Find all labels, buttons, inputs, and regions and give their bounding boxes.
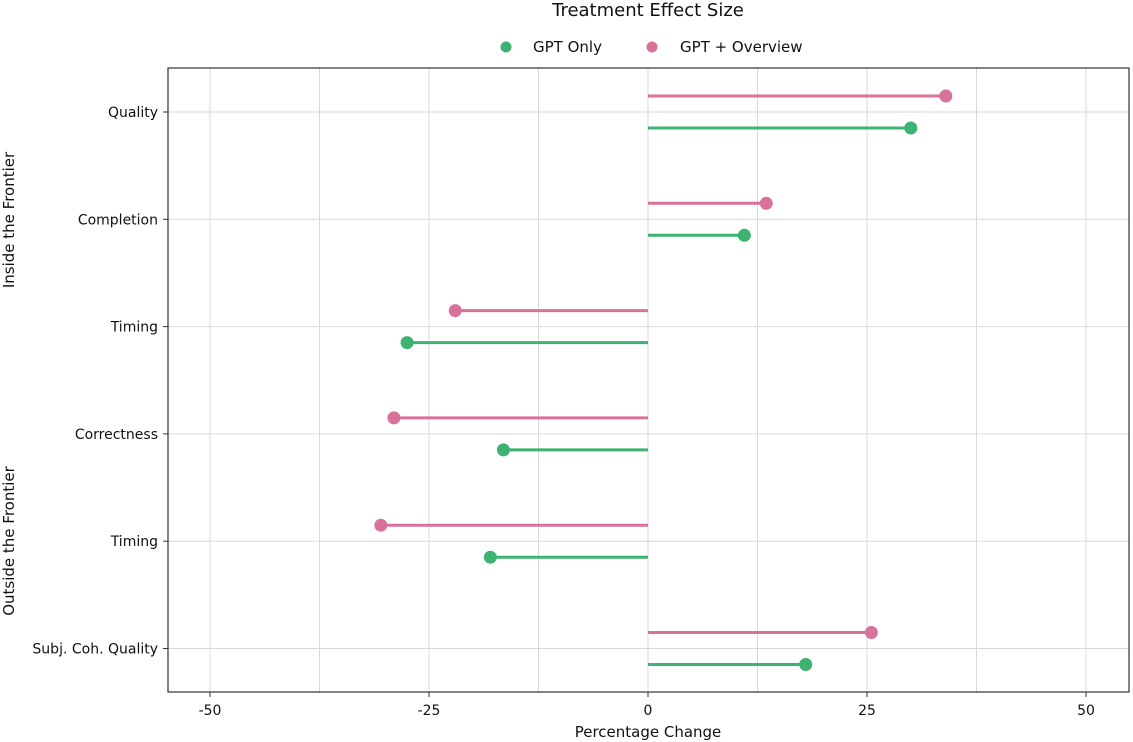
point-gpt-only [496, 443, 510, 457]
y-tick-label: Quality [108, 105, 158, 121]
group-label-outside-frontier: Outside the Frontier [0, 465, 18, 615]
x-tick-label: 0 [644, 703, 653, 719]
legend-label-gpt-only: GPT Only [533, 38, 602, 56]
axis-ticks: -50 -25 0 25 50 Quality Completion Timing Correc… [32, 105, 1094, 719]
legend-label-gpt-overview: GPT + Overview [680, 38, 803, 56]
point-gpt-only [904, 121, 918, 135]
y-tick-label: Correctness [75, 427, 158, 443]
x-tick-label: 25 [858, 703, 876, 719]
legend: GPT Only GPT + Overview [500, 38, 803, 56]
point-gpt-overview [448, 304, 462, 318]
point-gpt-only [483, 550, 497, 564]
point-gpt-overview [939, 89, 953, 103]
x-tick-label: 50 [1077, 703, 1095, 719]
y-tick-label: Timing [110, 534, 158, 550]
point-gpt-only [799, 658, 813, 671]
y-tick-label: Subj. Coh. Quality [32, 642, 158, 658]
point-gpt-only [737, 228, 751, 242]
grid [168, 68, 1129, 692]
legend-marker-gpt-only [500, 41, 512, 53]
legend-marker-gpt-overview [646, 41, 658, 53]
point-gpt-overview [864, 626, 878, 639]
point-gpt-only [400, 336, 414, 350]
y-tick-label: Timing [110, 320, 158, 336]
point-gpt-overview [374, 518, 388, 532]
x-tick-label: -50 [199, 703, 222, 719]
group-label-inside-frontier: Inside the Frontier [0, 151, 18, 288]
point-gpt-overview [759, 196, 773, 210]
chart-title: Treatment Effect Size [551, 0, 744, 21]
data-marks [374, 89, 953, 671]
y-tick-label: Completion [78, 212, 158, 228]
point-gpt-overview [387, 411, 401, 425]
x-axis-label: Percentage Change [575, 723, 722, 741]
x-tick-label: -25 [418, 703, 441, 719]
